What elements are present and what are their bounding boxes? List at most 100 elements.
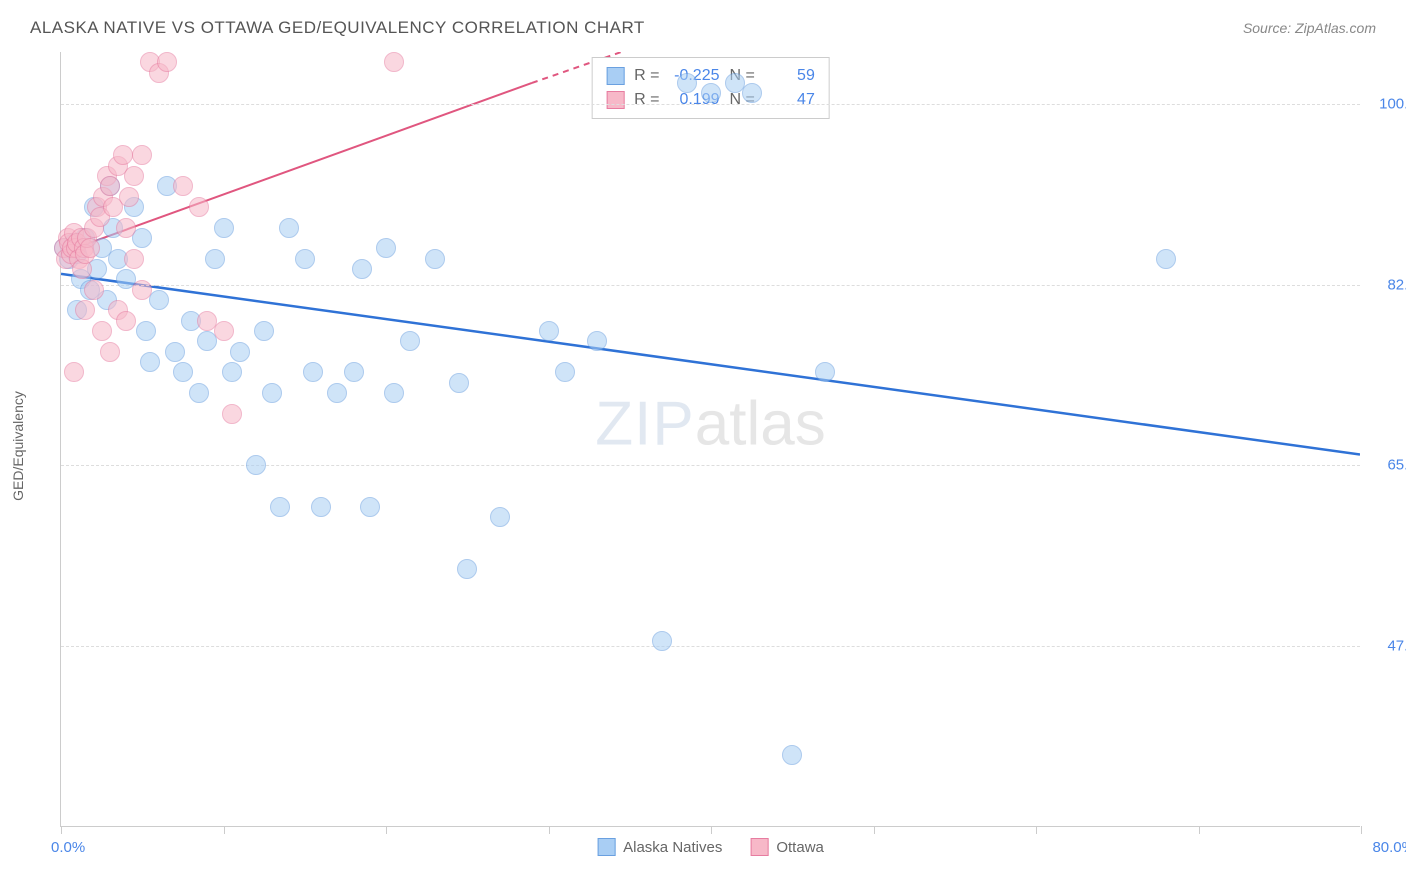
data-point <box>75 300 95 320</box>
data-point <box>587 331 607 351</box>
data-point <box>376 238 396 258</box>
data-point <box>677 73 697 93</box>
data-point <box>173 176 193 196</box>
legend-label-1: Ottawa <box>776 839 824 856</box>
y-tick-label: 82.5% <box>1370 276 1406 293</box>
x-tick-label: 0.0% <box>51 839 85 856</box>
data-point <box>782 745 802 765</box>
x-tick <box>1036 826 1037 834</box>
data-point <box>246 455 266 475</box>
data-point <box>116 218 136 238</box>
x-tick <box>711 826 712 834</box>
y-tick-label: 100.0% <box>1370 95 1406 112</box>
data-point <box>327 383 347 403</box>
x-tick <box>549 826 550 834</box>
plot-area: ZIPatlas R = -0.225 N = 59 R = 0.199 N =… <box>60 52 1360 827</box>
stats-r-label-1: R = <box>634 88 659 112</box>
legend-item-0: Alaska Natives <box>597 838 722 856</box>
stats-n-value-0: 59 <box>765 64 815 88</box>
data-point <box>113 145 133 165</box>
data-point <box>262 383 282 403</box>
correlation-chart: ALASKA NATIVE VS OTTAWA GED/EQUIVALENCY … <box>0 0 1406 892</box>
data-point <box>400 331 420 351</box>
data-point <box>279 218 299 238</box>
stats-swatch-0 <box>606 67 624 85</box>
data-point <box>222 404 242 424</box>
data-point <box>425 249 445 269</box>
data-point <box>124 166 144 186</box>
data-point <box>555 362 575 382</box>
watermark-part1: ZIP <box>595 389 694 458</box>
data-point <box>80 238 100 258</box>
x-tick <box>1199 826 1200 834</box>
data-point <box>136 321 156 341</box>
data-point <box>254 321 274 341</box>
data-point <box>490 507 510 527</box>
legend-label-0: Alaska Natives <box>623 839 722 856</box>
data-point <box>230 342 250 362</box>
data-point <box>815 362 835 382</box>
data-point <box>701 83 721 103</box>
data-point <box>449 373 469 393</box>
gridline-h <box>61 285 1360 286</box>
data-point <box>189 383 209 403</box>
data-point <box>222 362 242 382</box>
x-tick <box>1361 826 1362 834</box>
gridline-h <box>61 646 1360 647</box>
data-point <box>189 197 209 217</box>
data-point <box>457 559 477 579</box>
data-point <box>539 321 559 341</box>
data-point <box>384 383 404 403</box>
title-row: ALASKA NATIVE VS OTTAWA GED/EQUIVALENCY … <box>30 18 1376 38</box>
legend-swatch-1 <box>750 838 768 856</box>
data-point <box>92 321 112 341</box>
data-point <box>652 631 672 651</box>
data-point <box>165 342 185 362</box>
stats-n-value-1: 47 <box>765 88 815 112</box>
x-tick <box>386 826 387 834</box>
data-point <box>360 497 380 517</box>
data-point <box>384 52 404 72</box>
y-axis-label: GED/Equivalency <box>10 391 26 501</box>
data-point <box>214 218 234 238</box>
data-point <box>64 362 84 382</box>
data-point <box>205 249 225 269</box>
data-point <box>116 311 136 331</box>
data-point <box>270 497 290 517</box>
y-tick-label: 47.5% <box>1370 638 1406 655</box>
gridline-h <box>61 104 1360 105</box>
data-point <box>157 52 177 72</box>
y-tick-label: 65.0% <box>1370 457 1406 474</box>
data-point <box>303 362 323 382</box>
source-attribution: Source: ZipAtlas.com <box>1243 20 1376 36</box>
data-point <box>311 497 331 517</box>
data-point <box>132 280 152 300</box>
watermark: ZIPatlas <box>595 388 825 459</box>
data-point <box>100 176 120 196</box>
bottom-legend: Alaska Natives Ottawa <box>597 838 824 856</box>
data-point <box>119 187 139 207</box>
chart-title: ALASKA NATIVE VS OTTAWA GED/EQUIVALENCY … <box>30 18 645 38</box>
data-point <box>124 249 144 269</box>
data-point <box>214 321 234 341</box>
data-point <box>742 83 762 103</box>
x-tick-label: 80.0% <box>1372 839 1406 856</box>
stats-r-label-0: R = <box>634 64 659 88</box>
data-point <box>132 145 152 165</box>
watermark-part2: atlas <box>695 389 826 458</box>
data-point <box>84 280 104 300</box>
x-tick <box>224 826 225 834</box>
data-point <box>352 259 372 279</box>
data-point <box>100 342 120 362</box>
stats-swatch-1 <box>606 91 624 109</box>
legend-item-1: Ottawa <box>750 838 824 856</box>
data-point <box>140 352 160 372</box>
x-tick <box>61 826 62 834</box>
legend-swatch-0 <box>597 838 615 856</box>
data-point <box>295 249 315 269</box>
data-point <box>344 362 364 382</box>
data-point <box>173 362 193 382</box>
x-tick <box>874 826 875 834</box>
data-point <box>1156 249 1176 269</box>
trend-lines-layer <box>61 52 1360 826</box>
